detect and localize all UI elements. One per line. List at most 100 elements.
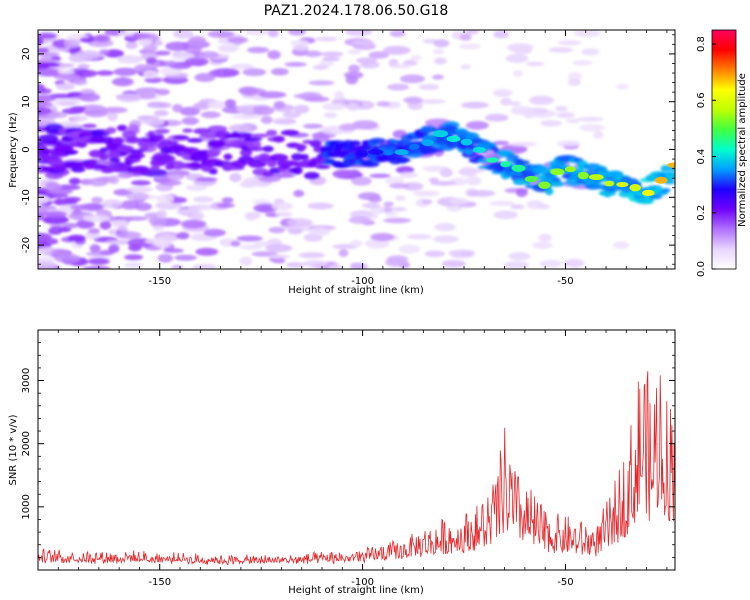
heatmap-noise-cell <box>117 172 133 179</box>
heatmap-noise-cell <box>207 100 228 109</box>
heatmap-ridge-cell <box>291 153 304 161</box>
heatmap-noise-cell <box>332 169 357 179</box>
heatmap-noise-cell <box>275 212 293 217</box>
heatmap-ridge-cell <box>245 140 262 149</box>
heatmap-ridge-cell <box>223 153 233 161</box>
snr-y-axis-label: SNR (10 * v/v) <box>8 414 19 485</box>
heatmap-noise-cell <box>145 57 157 64</box>
heatmap-noise-cell <box>458 167 478 177</box>
heatmap-noise-cell <box>124 262 143 268</box>
heatmap-noise-cell <box>99 49 110 56</box>
heatmap-noise-cell <box>398 244 421 254</box>
heatmap-ridge-cell <box>244 137 263 142</box>
heatmap-noise-cell <box>239 244 263 250</box>
heatmap-ridge-cell <box>506 154 520 159</box>
heatmap-noise-cell <box>38 61 50 71</box>
heatmap-noise-cell <box>188 36 207 46</box>
heatmap-noise-cell <box>273 100 286 109</box>
heatmap-noise-cell <box>576 116 604 122</box>
heatmap-core-cell <box>629 184 641 192</box>
heatmap-noise-cell <box>389 30 406 38</box>
heatmap-noise-cell <box>84 109 109 118</box>
heatmap-noise-cell <box>236 235 263 242</box>
heatmap-noise-cell <box>244 30 270 35</box>
heatmap-ridge-cell <box>342 140 355 147</box>
heatmap-ridge-cell <box>606 186 617 193</box>
heatmap-noise-cell <box>424 250 446 258</box>
heatmap-noise-cell <box>282 225 300 231</box>
heatmap-noise-cell <box>244 211 261 220</box>
heatmap-core-cell <box>642 189 655 196</box>
snr-y-ticks: 1000 2000 3000 <box>21 342 675 558</box>
y-tick-label: 20 <box>21 48 32 61</box>
heatmap-core-cell <box>486 157 499 163</box>
spectrogram-y-ticks: -20 -10 0 10 20 <box>21 34 675 265</box>
heatmap-noise-cell <box>165 60 177 66</box>
heatmap-noise-cell <box>207 30 235 38</box>
colorbar-tick-label: 0.8 <box>696 36 707 52</box>
heatmap-noise-cell <box>223 69 238 77</box>
heatmap-ridge-cell <box>99 153 109 161</box>
snr-plot-area <box>38 371 675 566</box>
heatmap-noise-cell <box>272 118 297 125</box>
heatmap-ridge-cell <box>159 139 173 147</box>
heatmap-noise-cell <box>293 189 305 198</box>
heatmap-noise-cell <box>288 30 306 36</box>
heatmap-noise-cell <box>116 231 142 240</box>
heatmap-noise-cell <box>513 70 523 77</box>
figure-title: PAZ1.2024.178.06.50.G18 <box>264 3 449 19</box>
heatmap-noise-cell <box>410 55 422 61</box>
heatmap-noise-cell <box>492 140 510 146</box>
heatmap-noise-cell <box>485 113 509 122</box>
heatmap-ridge-cell <box>249 146 266 152</box>
heatmap-noise-cell <box>282 111 301 119</box>
heatmap-ridge-cell <box>130 165 151 174</box>
heatmap-ridge-cell <box>99 147 108 153</box>
heatmap-core-cell <box>409 143 420 150</box>
heatmap-noise-cell <box>105 239 132 245</box>
heatmap-noise-cell <box>529 95 554 105</box>
heatmap-noise-cell <box>385 257 406 267</box>
heatmap-ridge-cell <box>303 171 320 180</box>
heatmap-noise-cell <box>293 93 316 99</box>
heatmap-noise-cell <box>87 257 110 265</box>
heatmap-noise-cell <box>493 210 518 220</box>
heatmap-noise-cell <box>369 173 391 178</box>
heatmap-noise-cell <box>467 190 496 197</box>
heatmap-noise-cell <box>152 225 165 231</box>
colorbar-tick-label: 0.6 <box>696 92 707 108</box>
heatmap-noise-cell <box>38 257 56 263</box>
heatmap-noise-cell <box>79 37 95 43</box>
heatmap-core-cell <box>564 166 576 173</box>
heatmap-noise-cell <box>193 196 214 203</box>
snr-x-ticks: -150 -100 -50 <box>57 330 668 588</box>
heatmap-noise-cell <box>88 228 100 234</box>
heatmap-noise-cell <box>616 83 629 90</box>
heatmap-ridge-cell <box>641 198 654 205</box>
heatmap-noise-cell <box>286 218 313 227</box>
heatmap-ridge-cell <box>150 159 167 167</box>
heatmap-noise-cell <box>345 75 359 85</box>
heatmap-ridge-cell <box>71 167 86 173</box>
heatmap-noise-cell <box>82 265 111 269</box>
heatmap-core-cell <box>383 149 394 156</box>
heatmap-ridge-cell <box>513 178 527 186</box>
heatmap-noise-cell <box>77 63 90 70</box>
heatmap-noise-cell <box>540 120 562 127</box>
heatmap-blob-group <box>38 30 675 269</box>
colorbar-tick-label: 0.0 <box>696 261 707 277</box>
spectrogram-y-axis-label: Frequency (Hz) <box>8 112 19 188</box>
x-tick-label: -50 <box>557 577 573 588</box>
heatmap-noise-cell <box>117 225 128 232</box>
heatmap-noise-cell <box>430 181 457 186</box>
heatmap-ridge-cell <box>40 147 50 155</box>
heatmap-noise-cell <box>564 258 585 268</box>
heatmap-noise-cell <box>116 93 142 103</box>
heatmap-noise-cell <box>351 176 372 186</box>
heatmap-ridge-cell <box>216 139 226 147</box>
heatmap-noise-cell <box>593 131 604 139</box>
heatmap-noise-cell <box>413 190 440 197</box>
heatmap-noise-cell <box>368 195 382 203</box>
heatmap-ridge-cell <box>182 128 194 133</box>
